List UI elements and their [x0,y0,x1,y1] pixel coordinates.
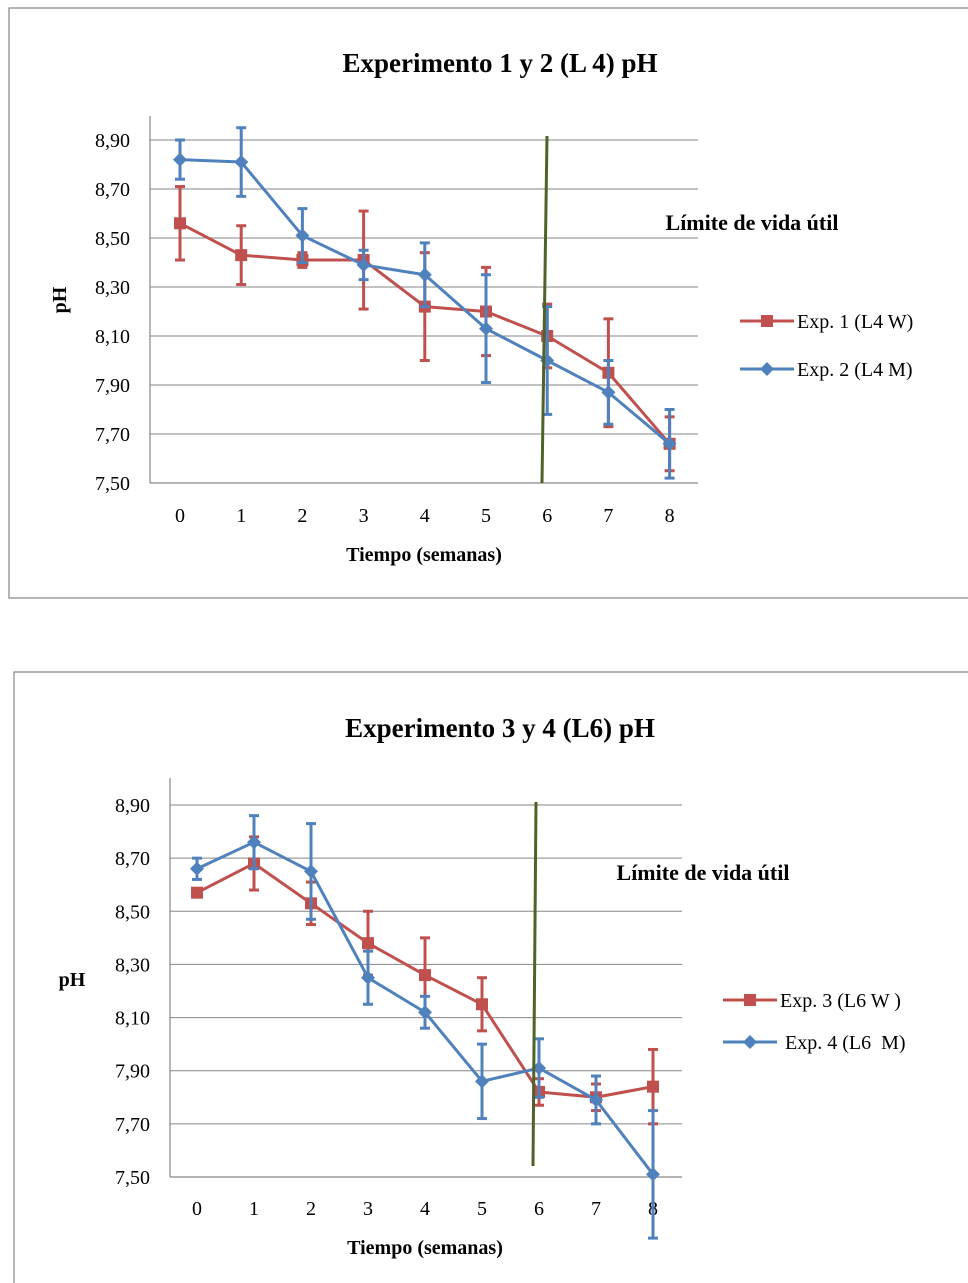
chart-2-ytick-label: 8,10 [115,1008,150,1030]
chart-2-series-1-point [476,998,488,1011]
chart-1-legend-label: Exp. 1 (L4 W) [797,311,913,333]
chart-1-series-1-point [174,217,186,230]
chart-2-series-2-point [475,1074,489,1089]
chart-1-ytick-label: 8,10 [95,326,130,348]
chart-1-shelf-life-line [540,135,549,484]
chart-1-series-2-point [601,385,616,400]
chart-2-frame [13,671,968,1283]
chart-2-series-2-point [361,970,375,985]
chart-1-xtick-label: 3 [359,505,369,527]
chart-2-legend-entry-2: Exp. 4 (L6 M) [723,1032,906,1054]
chart-1-frame [8,7,968,599]
chart-2-xtick-label: 2 [306,1198,316,1220]
chart-2-xtick-label: 4 [420,1198,430,1220]
chart-1-xtick-label: 7 [603,505,613,527]
chart-2-xlabel: Tiempo (semanas) [347,1237,503,1259]
chart-2-xtick-label: 6 [534,1198,544,1220]
chart-1-series-2-point [662,436,677,451]
chart-2-series-2-point [247,835,261,850]
chart-1-xtick-label: 0 [175,505,185,527]
chart-2-series-1-point [362,937,374,950]
chart-1-ytick-label: 8,30 [95,277,130,299]
chart-2-shelf-life-line [531,801,538,1167]
chart-1-series-2-point [356,257,371,272]
chart-2-series-2-point [532,1061,546,1076]
chart-1-legend-marker [761,315,773,327]
chart-2-xtick-label: 1 [249,1198,259,1220]
chart-2-xtick-label: 0 [192,1198,202,1220]
chart-2-series-2-point [418,1005,432,1020]
chart-1-xtick-label: 8 [665,505,675,527]
chart-1-legend-marker [760,362,774,376]
chart-2-ytick-label: 8,90 [115,795,150,817]
chart-2-series-2-point [589,1092,603,1107]
chart-1-legend-entry-2: Exp. 2 (L4 M) [740,359,913,381]
chart-1-xtick-label: 2 [297,505,307,527]
chart-2-series-2-point [304,864,318,879]
chart-1-series-2-point [295,228,310,243]
chart-2-plot: 7,50 7,70 7,90 8,10 8,30 8,50 8,70 8,90 0 1 2 3 4 5 6 7… [115,778,906,1240]
chart-2-ylabel: pH [59,969,86,991]
chart-1-ylabel: pH [49,286,71,313]
chart-1-xtick-label: 5 [481,505,491,527]
chart-2-series-1-point [647,1080,659,1093]
chart-1-legend-entry-1: Exp. 1 (L4 W) [740,311,913,333]
chart-2-legend-entry-1: Exp. 3 (L6 W ) [723,990,901,1012]
chart-1-plot: 7,50 7,70 7,90 8,10 8,30 8,50 8,70 8,90 0 1 2 3 4 5 6 7… [95,116,913,527]
chart-2-series-2-point [190,861,204,876]
chart-2-legend-marker [744,994,756,1006]
chart-2-title: Experimento 3 y 4 (L6) pH [345,713,655,743]
chart-1-ytick-label: 8,50 [95,228,130,250]
chart-1-series-2-point [417,267,432,282]
chart-1-xlabel: Tiempo (semanas) [346,544,502,566]
chart-1-ytick-label: 8,90 [95,130,130,152]
chart-2-ytick-label: 8,50 [115,901,150,923]
chart-2-legend-marker [743,1035,757,1049]
chart-1-xtick-label: 6 [542,505,552,527]
chart-2-ytick-label: 7,90 [115,1061,150,1083]
chart-2-ytick-label: 7,70 [115,1114,150,1136]
chart-1-title: Experimento 1 y 2 (L 4) pH [343,48,658,78]
chart-1-series-1-point [235,249,248,262]
chart-1-ytick-label: 8,70 [95,179,130,201]
chart-2-ytick-label: 7,50 [115,1167,150,1189]
chart-2-ytick-label: 8,70 [115,848,150,870]
chart-2-legend-label: Exp. 4 (L6 M) [780,1032,906,1054]
chart-1-series-2-point [234,155,249,170]
chart-2-legend-label: Exp. 3 (L6 W ) [780,990,901,1012]
chart-2-ytick-label: 8,30 [115,954,150,976]
chart-1-xtick-label: 1 [236,505,246,527]
chart-2-xtick-label: 3 [363,1198,373,1220]
chart-2-series-1-point [419,969,431,982]
chart-1-ytick-label: 7,50 [95,473,130,495]
chart-2-annotation: Límite de vida útil [617,860,790,885]
chart-1-ytick-label: 7,70 [95,424,130,446]
chart-1-ytick-label: 7,90 [95,375,130,397]
chart-2-series-2-point [646,1167,660,1182]
chart-1-xtick-label: 4 [420,505,430,527]
chart-2-xtick-label: 7 [591,1198,601,1220]
chart-1-series-2-point [479,321,493,336]
chart-1-annotation: Límite de vida útil [666,210,839,235]
chart-1-series-2-point [173,152,187,167]
chart-2-series-1-point [191,886,203,899]
chart-2-xtick-label: 5 [477,1198,487,1220]
chart-1-legend-label: Exp. 2 (L4 M) [797,359,913,381]
